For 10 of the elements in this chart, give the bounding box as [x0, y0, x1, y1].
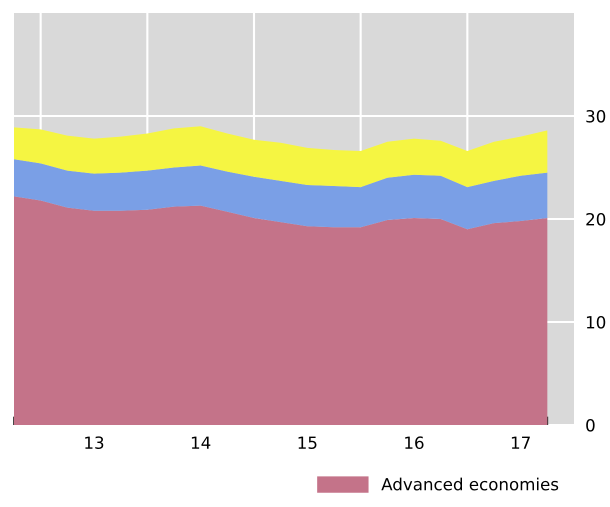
y-tick-label: 10 — [586, 316, 606, 329]
y-tick-label: 20 — [586, 212, 606, 226]
x-tick-label: 17 — [512, 436, 530, 449]
x-tick-label: 14 — [192, 436, 210, 449]
x-tick-label: 13 — [85, 436, 104, 450]
x-tick-label: 16 — [405, 436, 424, 450]
legend-label: Advanced economies — [381, 478, 558, 490]
y-tick-label: 30 — [586, 110, 606, 123]
y-tick-label: 0 — [586, 418, 595, 432]
x-tick-label: 15 — [298, 436, 316, 450]
